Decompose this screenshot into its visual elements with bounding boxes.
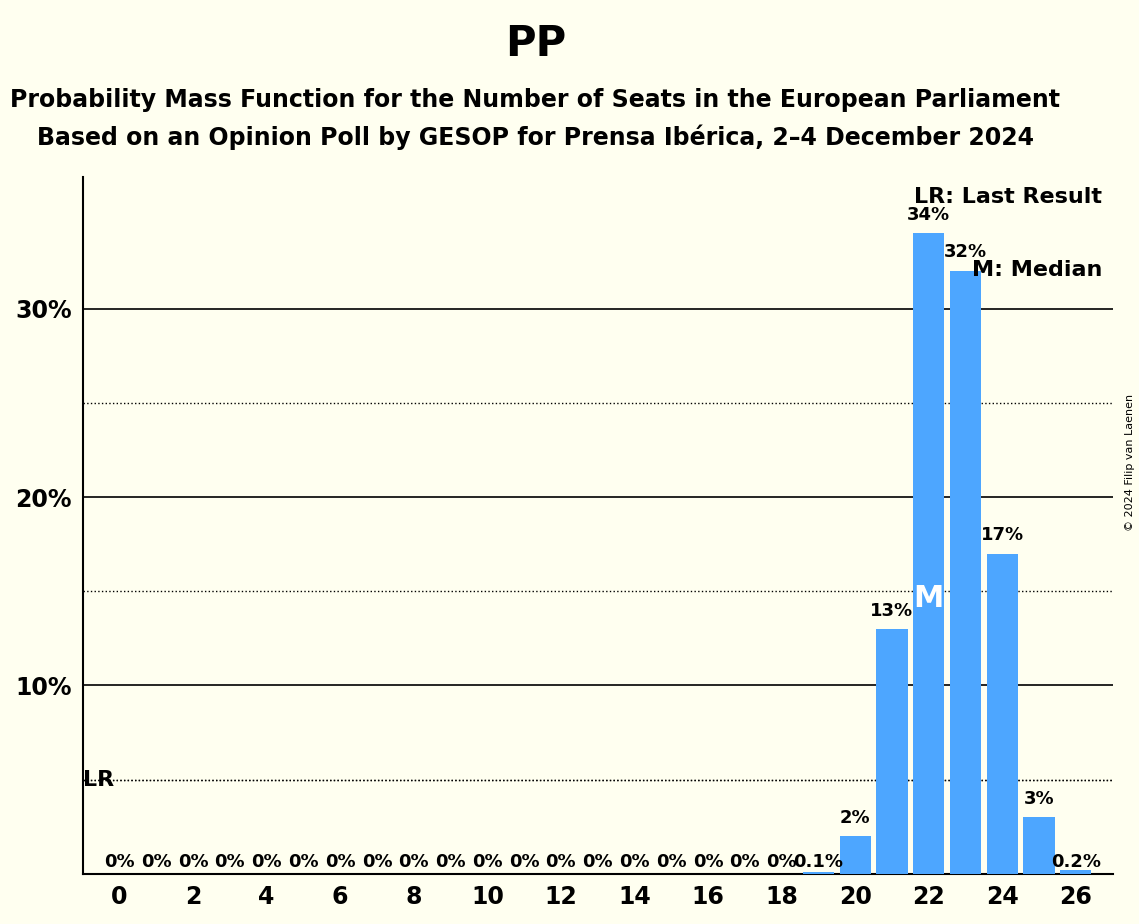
Text: 0%: 0% <box>214 853 245 871</box>
Text: 32%: 32% <box>944 244 988 261</box>
Text: 0%: 0% <box>767 853 797 871</box>
Text: 0%: 0% <box>656 853 687 871</box>
Text: 17%: 17% <box>981 526 1024 544</box>
Bar <box>913 233 944 874</box>
Text: Probability Mass Function for the Number of Seats in the European Parliament: Probability Mass Function for the Number… <box>10 88 1060 112</box>
Text: 34%: 34% <box>907 206 950 224</box>
Text: M: M <box>913 584 944 613</box>
Text: 0%: 0% <box>288 853 319 871</box>
Text: 2%: 2% <box>839 808 870 827</box>
Text: 0.2%: 0.2% <box>1051 853 1100 871</box>
Text: 0%: 0% <box>141 853 172 871</box>
Text: 0%: 0% <box>582 853 613 871</box>
Text: 0%: 0% <box>399 853 429 871</box>
Bar <box>986 553 1018 874</box>
Text: 0%: 0% <box>509 853 540 871</box>
Text: 0%: 0% <box>362 853 392 871</box>
Text: 0%: 0% <box>546 853 576 871</box>
Text: Based on an Opinion Poll by GESOP for Prensa Ibérica, 2–4 December 2024: Based on an Opinion Poll by GESOP for Pr… <box>36 125 1034 151</box>
Text: 0%: 0% <box>620 853 649 871</box>
Text: 0%: 0% <box>252 853 282 871</box>
Text: 0.1%: 0.1% <box>794 853 843 871</box>
Text: M: Median: M: Median <box>972 261 1103 280</box>
Text: 0%: 0% <box>435 853 466 871</box>
Text: 0%: 0% <box>325 853 355 871</box>
Text: LR: Last Result: LR: Last Result <box>915 188 1103 207</box>
Text: 13%: 13% <box>870 602 913 619</box>
Text: LR: LR <box>83 770 114 790</box>
Bar <box>876 629 908 874</box>
Text: 0%: 0% <box>178 853 208 871</box>
Text: 0%: 0% <box>472 853 502 871</box>
Bar <box>1024 818 1055 874</box>
Bar <box>1060 870 1091 874</box>
Text: 0%: 0% <box>104 853 134 871</box>
Bar <box>950 271 981 874</box>
Text: © 2024 Filip van Laenen: © 2024 Filip van Laenen <box>1125 394 1134 530</box>
Text: 0%: 0% <box>729 853 760 871</box>
Text: 3%: 3% <box>1024 790 1055 808</box>
Text: PP: PP <box>505 23 566 65</box>
Text: 0%: 0% <box>693 853 723 871</box>
Bar <box>803 872 834 874</box>
Bar <box>839 836 871 874</box>
